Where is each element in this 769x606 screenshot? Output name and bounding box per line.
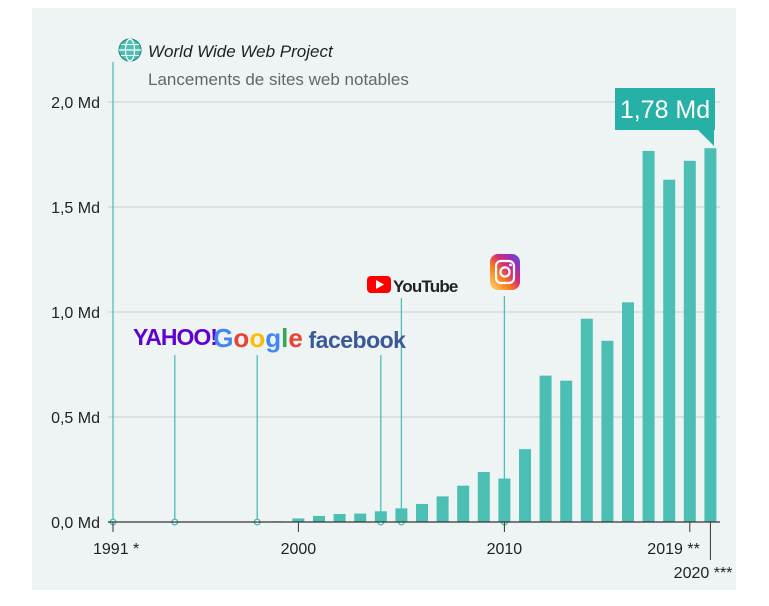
y-tick-label: 1,0 Md — [51, 305, 100, 322]
facebook-logo: facebook — [309, 327, 407, 353]
bars — [271, 148, 717, 523]
bar — [704, 148, 717, 522]
bar — [601, 340, 614, 522]
x-tick-label: 2000 — [281, 541, 317, 558]
y-tick-label: 0,5 Md — [51, 410, 100, 427]
bar — [374, 511, 387, 522]
bar — [313, 515, 325, 522]
bar — [436, 496, 449, 522]
bar — [519, 449, 531, 522]
x-axis: 1991 * 2000 2010 2019 ** 2020 *** — [93, 521, 733, 582]
youtube-wordmark: YouTube — [393, 277, 458, 296]
y-tick-label: 2,0 Md — [51, 95, 100, 112]
instagram-icon — [490, 254, 520, 290]
bar — [457, 485, 470, 522]
bar — [622, 302, 634, 522]
value-callout: 1,78 Md — [615, 88, 715, 146]
yahoo-logo: YAHOO! — [133, 324, 217, 350]
project-label: World Wide Web Project — [148, 42, 334, 61]
logos: YAHOO! Google facebook YouTube — [133, 254, 520, 353]
x-tick-label: 2010 — [487, 541, 523, 558]
x-tick-label: 1991 * — [93, 541, 139, 558]
bar — [477, 472, 490, 522]
chart-subtitle: Lancements de sites web notables — [148, 70, 409, 89]
bar — [416, 503, 428, 522]
bar — [642, 150, 655, 522]
google-letter: o — [233, 323, 249, 353]
callout-pointer — [698, 130, 714, 146]
google-logo: Google — [213, 323, 303, 353]
bar — [560, 380, 573, 522]
youtube-logo: YouTube — [367, 276, 459, 296]
bar — [498, 478, 511, 522]
y-tick-label: 0,0 Md — [51, 515, 100, 532]
callout-box — [615, 88, 715, 130]
y-tick-label: 1,5 Md — [51, 200, 100, 217]
x-tick-label: 2019 ** — [647, 541, 700, 558]
instagram-logo — [490, 254, 520, 290]
bar — [395, 508, 408, 522]
bar — [683, 160, 696, 523]
bar — [539, 375, 552, 522]
callout-label: 1,78 Md — [620, 96, 710, 124]
google-letter: g — [265, 323, 281, 353]
bar — [580, 318, 593, 522]
google-letter: o — [249, 323, 265, 353]
chart-header: World Wide Web Project Lancements de sit… — [118, 38, 409, 89]
bar — [663, 179, 676, 522]
x-tick-label: 2020 *** — [674, 565, 733, 582]
bar — [292, 518, 305, 522]
bar — [354, 513, 367, 522]
google-letter: G — [213, 323, 233, 353]
google-letter: l — [281, 323, 288, 353]
play-triangle-icon — [376, 280, 384, 289]
google-letter: e — [288, 323, 302, 353]
bar — [333, 514, 346, 522]
globe-icon — [118, 38, 142, 62]
